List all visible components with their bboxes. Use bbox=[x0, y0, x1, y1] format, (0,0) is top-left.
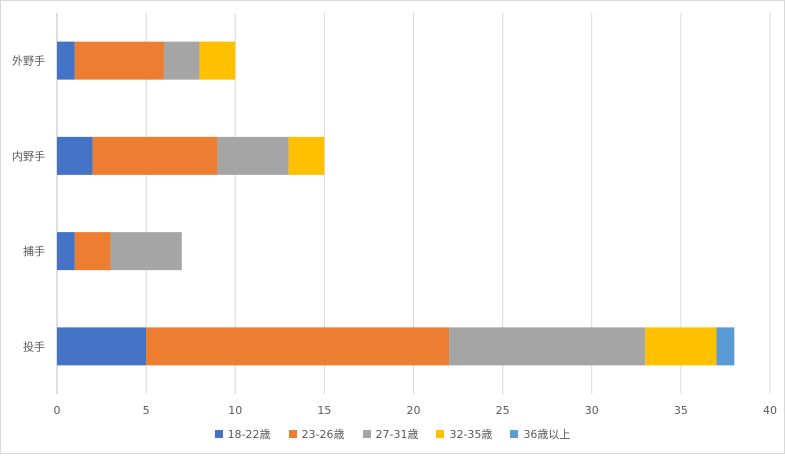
legend-item: 18-22歳 bbox=[214, 426, 271, 442]
y-category-label: 捕手 bbox=[23, 244, 45, 258]
legend-swatch bbox=[362, 430, 371, 438]
legend-item: 36歳以上 bbox=[510, 426, 570, 442]
legend-swatch bbox=[214, 430, 223, 438]
x-tick-label: 40 bbox=[763, 404, 777, 417]
legend-item: 23-26歳 bbox=[288, 426, 345, 442]
x-tick-label: 35 bbox=[674, 404, 688, 417]
bar-segment bbox=[110, 232, 182, 271]
legend: 18-22歳 23-26歳 27-31歳 32-35歳 36歳以上 bbox=[0, 426, 785, 442]
bar-segment bbox=[57, 327, 147, 366]
bar-segment bbox=[217, 136, 289, 175]
y-category-label: 投手 bbox=[23, 339, 45, 353]
bars bbox=[57, 41, 735, 366]
bar-segment bbox=[146, 327, 450, 366]
bar-segment bbox=[449, 327, 646, 366]
legend-swatch bbox=[510, 430, 519, 438]
x-tick-label: 20 bbox=[407, 404, 421, 417]
legend-swatch bbox=[288, 430, 297, 438]
legend-swatch bbox=[436, 430, 445, 438]
legend-label: 36歳以上 bbox=[523, 428, 571, 441]
bar-segment bbox=[288, 136, 325, 175]
legend-item: 32-35歳 bbox=[436, 426, 492, 442]
x-axis-ticks: 0 5 10 15 20 25 30 35 40 bbox=[54, 404, 778, 417]
bar-segment bbox=[199, 41, 236, 80]
legend-item: 27-31歳 bbox=[362, 426, 419, 442]
legend-label: 18-22歳 bbox=[227, 428, 271, 441]
bar-segment bbox=[57, 136, 93, 175]
x-tick-label: 15 bbox=[317, 404, 331, 417]
bar-segment bbox=[645, 327, 717, 366]
y-category-label: 内野手 bbox=[12, 149, 45, 163]
legend-label: 27-31歳 bbox=[375, 428, 419, 441]
bar-segment bbox=[74, 41, 164, 80]
legend-label: 23-26歳 bbox=[301, 428, 345, 441]
legend-label: 32-35歳 bbox=[449, 428, 493, 441]
x-tick-label: 30 bbox=[585, 404, 599, 417]
x-tick-label: 5 bbox=[143, 404, 150, 417]
bar-segment bbox=[163, 41, 200, 80]
x-tick-label: 0 bbox=[54, 404, 61, 417]
bar-segment bbox=[74, 232, 111, 271]
bar-segment bbox=[92, 136, 218, 175]
bar-segment bbox=[57, 41, 75, 80]
bar-segment bbox=[57, 232, 75, 271]
x-tick-label: 10 bbox=[228, 404, 242, 417]
x-tick-label: 25 bbox=[496, 404, 510, 417]
y-axis-categories: 投手 捕手 内野手 外野手 bbox=[12, 54, 45, 354]
y-category-label: 外野手 bbox=[12, 54, 45, 68]
bar-segment bbox=[716, 327, 735, 366]
